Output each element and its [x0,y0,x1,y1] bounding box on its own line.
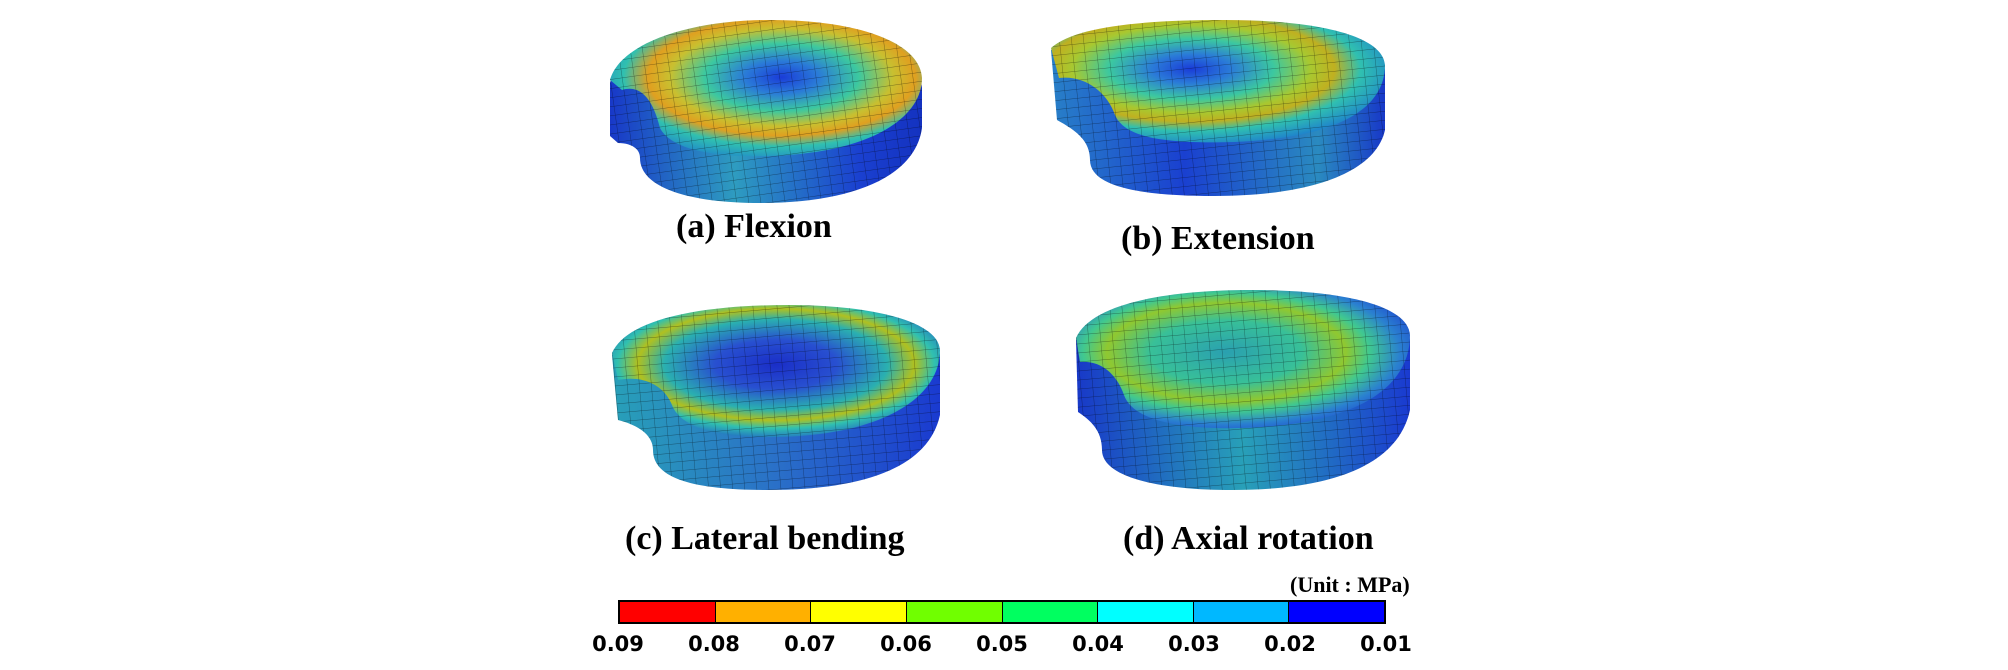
disc-mesh-extension [1051,20,1385,196]
panel-caption-axial-rotation: (d) Axial rotation [1123,520,1374,557]
colorbar-swatch [715,602,812,622]
colorbar-swatch [1193,602,1290,622]
panel-caption-extension: (b) Extension [1121,220,1315,257]
colorbar-swatch [906,602,1003,622]
colorbar-tick-label: 0.07 [784,632,836,656]
colorbar-swatch [811,602,907,622]
colorbar-swatch [1098,602,1194,622]
colorbar-unit-label: (Unit : MPa) [1290,572,1410,597]
colorbar-tick-label: 0.05 [976,632,1028,656]
colorbar-swatch [620,602,716,622]
disc-model-flexion [600,8,930,218]
colorbar-tick-label: 0.06 [880,632,932,656]
colorbar-tick-label: 0.09 [592,632,644,656]
colorbar [618,600,1386,624]
disc-mesh-flexion [610,20,922,204]
disc-model-extension [1045,20,1395,210]
disc-mesh-axial-rotation [1076,290,1410,490]
colorbar-tick-label: 0.02 [1264,632,1316,656]
colorbar-tick-label: 0.04 [1072,632,1124,656]
disc-model-axial-rotation [1072,290,1412,505]
panel-caption-lateral-bending: (c) Lateral bending [625,520,905,557]
colorbar-swatch [1002,602,1099,622]
disc-model-lateral-bending [608,305,948,505]
colorbar-swatch [1289,602,1384,622]
colorbar-tick-label: 0.01 [1360,632,1412,656]
colorbar-tick-label: 0.08 [688,632,740,656]
panel-caption-flexion: (a) Flexion [676,208,832,245]
disc-mesh-lateral-bending [612,305,940,490]
colorbar-tick-label: 0.03 [1168,632,1220,656]
